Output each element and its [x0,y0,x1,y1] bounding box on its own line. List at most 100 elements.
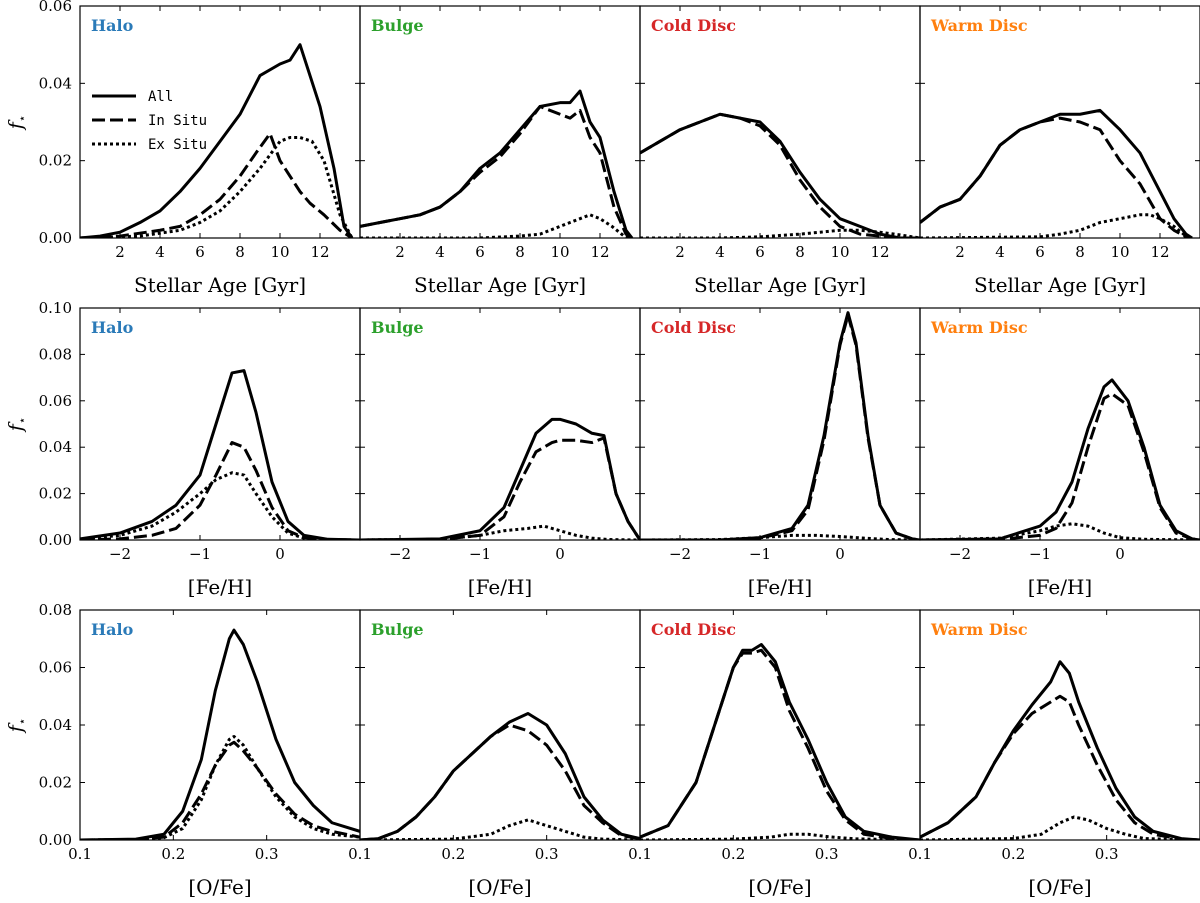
x-tick-label: 0.2 [441,845,465,863]
panel-title: Bulge [371,620,424,639]
series-all-line-r2-c1 [80,369,360,540]
y-axis-label: f⋆ [5,115,29,132]
series-insitu-line-r2-c1 [80,441,360,540]
x-tick-label: 2 [115,243,125,261]
x-axis-label: [O/Fe] [1028,875,1091,899]
y-tick-label: 0.02 [39,485,72,503]
x-axis-label: [O/Fe] [468,875,531,899]
x-tick-label: 6 [755,243,765,261]
panel-frame [919,5,1200,239]
series-insitu-line-r1-c1 [80,132,353,238]
series-exsitu-line-r3-c2 [360,818,640,840]
x-axis-label: Stellar Age [Gyr] [414,273,586,297]
y-tick-label: 0.00 [39,531,72,549]
x-tick-label: −2 [109,545,131,563]
legend: All In Situ Ex Situ [92,89,207,153]
panel-title: Cold Disc [651,318,736,337]
plot-grid: 2 4 6 8 10 12 0.00 0.02 0.04 0.06 Halo Stellar Age … [5,0,1200,899]
panel-r3-c3: 0.1 0.2 0.3 Cold Disc [O/Fe] [628,609,921,899]
x-tick-label: −1 [749,545,771,563]
series-all-line-r2-c3 [640,311,920,540]
panel-r3-c4: 0.1 0.2 0.3 Warm Disc [O/Fe] [908,609,1200,899]
panel-r2-c2: −2 −1 0 Bulge [Fe/H] [359,307,641,599]
x-tick-label: 6 [475,243,485,261]
series-all-line-r3-c1 [80,628,360,840]
x-tick-label: 4 [435,243,445,261]
x-tick-label: 10 [550,243,569,261]
series-insitu-line-r1-c3 [640,112,920,238]
legend-all-label: All [148,89,173,105]
x-tick-label: −1 [1029,545,1051,563]
x-tick-label: 0.2 [161,845,185,863]
x-tick-label: 0.3 [255,845,279,863]
x-tick-label: 6 [1035,243,1045,261]
panel-r1-c3: 2 4 6 8 10 12 Cold Disc Stellar Age [Gyr] [639,5,921,297]
x-tick-label: 0.1 [68,845,92,863]
panel-frame [79,609,361,841]
panel-title: Warm Disc [930,16,1028,35]
panel-title: Warm Disc [930,620,1028,639]
series-insitu-line-r3-c4 [920,694,1200,840]
x-axis-label: [Fe/H] [748,575,812,599]
x-tick-label: 0 [275,545,285,563]
y-tick-label: 0.04 [39,716,72,734]
series-insitu-line-r2-c2 [360,436,640,540]
x-tick-label: 12 [310,243,329,261]
series-exsitu-line-r1-c2 [360,213,633,238]
x-tick-label: −2 [389,545,411,563]
y-tick-label: 0.06 [39,392,72,410]
series-insitu-line-r3-c3 [640,648,920,840]
panel-r2-c3: −2 −1 0 Cold Disc [Fe/H] [639,307,921,599]
x-tick-label: 4 [155,243,165,261]
y-tick-label: 0.02 [39,152,72,170]
series-all-line-r3-c4 [920,660,1200,840]
x-axis-label: [Fe/H] [1028,575,1092,599]
series-insitu-line-r1-c2 [360,105,633,238]
x-tick-label: 10 [830,243,849,261]
y-tick-label: 0.08 [39,601,72,619]
panel-frame [919,609,1200,841]
x-tick-label: 10 [1110,243,1129,261]
x-tick-label: 0.3 [535,845,559,863]
x-tick-label: 10 [270,243,289,261]
panel-r1-c4: 2 4 6 8 10 12 Warm Disc Stellar Age [Gyr] [919,5,1200,297]
x-tick-label: 0.2 [1001,845,1025,863]
x-axis-label: Stellar Age [Gyr] [694,273,866,297]
series-all-line-r1-c4 [920,108,1193,238]
series-exsitu-line-r3-c4 [920,815,1200,840]
x-axis-label: [Fe/H] [188,575,252,599]
x-tick-label: 12 [590,243,609,261]
panel-title: Cold Disc [651,16,736,35]
panel-r2-c4: −2 −1 0 Warm Disc [Fe/H] [919,307,1200,599]
x-axis-label: Stellar Age [Gyr] [974,273,1146,297]
panel-frame [639,5,921,239]
legend-exsitu-label: Ex Situ [148,137,207,153]
panel-frame [919,307,1200,541]
x-tick-label: 8 [795,243,805,261]
panel-frame [79,5,361,239]
x-tick-label: 0.1 [348,845,372,863]
x-tick-label: 0.2 [721,845,745,863]
x-tick-label: 0.3 [815,845,839,863]
panel-title: Halo [91,318,134,337]
panel-r1-c1: 2 4 6 8 10 12 0.00 0.02 0.04 0.06 Halo Stellar Age … [39,0,361,297]
panel-r3-c1: 0.1 0.2 0.3 0.00 0.02 0.04 0.06 0.08 Halo [O/Fe] [39,601,361,899]
panel-r2-c1: −2 −1 0 0.00 0.02 0.04 0.06 0.08 0.10 Halo [Fe/H] [39,299,361,599]
x-tick-label: 2 [955,243,965,261]
y-tick-label: 0.04 [39,438,72,456]
x-tick-label: 0.1 [628,845,652,863]
series-exsitu-line-r1-c1 [80,135,354,238]
x-tick-label: −1 [469,545,491,563]
x-tick-label: 2 [395,243,405,261]
series-all-line-r2-c4 [920,378,1200,540]
panel-title: Halo [91,620,134,639]
x-tick-label: −2 [669,545,691,563]
x-tick-label: 12 [1150,243,1169,261]
y-axis-label: f⋆ [5,718,29,735]
panel-title: Bulge [371,16,424,35]
x-tick-label: 0.3 [1095,845,1119,863]
panel-r3-c2: 0.1 0.2 0.3 Bulge [O/Fe] [348,609,641,899]
y-tick-label: 0.06 [39,659,72,677]
x-tick-label: 4 [995,243,1005,261]
x-tick-label: 0.1 [908,845,932,863]
